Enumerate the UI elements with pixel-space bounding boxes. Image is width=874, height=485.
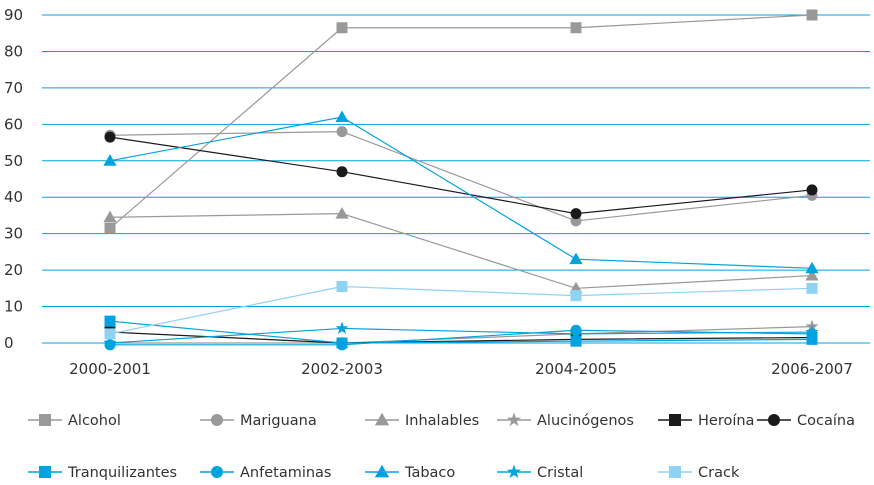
legend-item-crack: Crack bbox=[658, 465, 740, 481]
legend-label: Mariguana bbox=[240, 413, 317, 429]
x-tick-label: 2004-2005 bbox=[535, 360, 617, 378]
legend-item-heroina: Heroína bbox=[658, 413, 754, 429]
series-line bbox=[110, 329, 813, 346]
series-anfetaminas bbox=[104, 324, 818, 351]
y-tick-label: 10 bbox=[4, 298, 23, 316]
y-tick-label: 50 bbox=[4, 152, 23, 170]
legend-marker bbox=[39, 466, 51, 478]
series-line bbox=[109, 213, 813, 289]
data-point bbox=[103, 336, 117, 349]
data-point bbox=[805, 325, 819, 338]
data-point bbox=[103, 210, 117, 223]
series-inhalables bbox=[103, 207, 819, 294]
legend-label: Anfetaminas bbox=[240, 465, 332, 481]
data-point bbox=[104, 328, 116, 340]
legend-label: Tranquilizantes bbox=[67, 465, 177, 481]
y-axis-ticks: 0 10 20 30 40 50 60 70 80 90 bbox=[4, 6, 23, 352]
data-point bbox=[805, 268, 819, 281]
series-cristal bbox=[103, 321, 819, 349]
series-crack bbox=[104, 281, 818, 340]
legend-marker bbox=[506, 412, 522, 427]
legend-marker bbox=[211, 466, 223, 478]
legend-marker bbox=[669, 414, 681, 426]
data-point bbox=[104, 315, 116, 327]
legend-item-alucinogenos: Alucinógenos bbox=[497, 412, 634, 429]
data-point bbox=[335, 321, 349, 334]
y-tick-label: 60 bbox=[4, 115, 23, 133]
legend: Alcohol Mariguana Inhalables Alucinógenos He… bbox=[28, 412, 855, 481]
legend-marker bbox=[768, 414, 780, 426]
legend-label: Alcohol bbox=[68, 413, 121, 429]
data-point bbox=[335, 207, 349, 219]
x-tick-label: 2000-2001 bbox=[69, 360, 151, 378]
data-point bbox=[103, 154, 117, 166]
y-tick-label: 40 bbox=[4, 188, 23, 206]
x-axis-ticks: 2000-2001 2002-2003 2004-2005 2006-2007 bbox=[69, 360, 853, 378]
legend-item-mariguana: Mariguana bbox=[200, 413, 317, 429]
legend-marker bbox=[39, 414, 51, 426]
data-point bbox=[104, 131, 116, 143]
y-tick-label: 90 bbox=[4, 6, 23, 24]
legend-label: Heroína bbox=[698, 413, 754, 429]
legend-marker bbox=[669, 466, 681, 478]
legend-marker bbox=[211, 414, 223, 426]
data-point bbox=[570, 208, 582, 220]
legend-marker bbox=[374, 464, 390, 478]
legend-label: Alucinógenos bbox=[537, 413, 634, 429]
data-point bbox=[569, 327, 583, 340]
data-point bbox=[336, 22, 348, 34]
data-point bbox=[806, 9, 818, 21]
data-point bbox=[336, 339, 348, 351]
data-point bbox=[570, 290, 582, 302]
legend-item-tranquilizantes: Tranquilizantes bbox=[28, 465, 177, 481]
legend-label: Cocaína bbox=[797, 413, 855, 429]
data-point bbox=[570, 22, 582, 34]
series-line bbox=[109, 327, 813, 344]
legend-marker bbox=[506, 464, 522, 479]
legend-item-alcohol: Alcohol bbox=[28, 413, 121, 429]
x-tick-label: 2006-2007 bbox=[771, 360, 853, 378]
series-tabaco bbox=[103, 110, 819, 274]
data-point bbox=[570, 335, 582, 347]
series-line bbox=[109, 285, 813, 335]
legend-item-cristal: Cristal bbox=[497, 464, 583, 481]
legend-label: Crack bbox=[698, 465, 740, 481]
legend-label: Cristal bbox=[537, 465, 583, 481]
legend-item-anfetaminas: Anfetaminas bbox=[200, 465, 332, 481]
legend-item-inhalables: Inhalables bbox=[365, 412, 479, 429]
series-line bbox=[110, 326, 813, 344]
data-point bbox=[336, 166, 348, 178]
data-point bbox=[336, 126, 348, 138]
series-line bbox=[109, 331, 813, 344]
data-point bbox=[335, 110, 349, 122]
data-point bbox=[806, 282, 818, 294]
series-alcohol bbox=[104, 9, 818, 234]
series-line bbox=[109, 131, 813, 222]
legend-item-cocaina: Cocaína bbox=[757, 413, 855, 429]
legend-label: Tabaco bbox=[404, 465, 455, 481]
y-tick-label: 0 bbox=[4, 334, 14, 352]
data-point bbox=[336, 281, 348, 293]
series-line bbox=[109, 14, 813, 229]
series-cocaina bbox=[104, 131, 818, 220]
series-line bbox=[109, 136, 813, 215]
series-line bbox=[109, 320, 813, 344]
y-tick-label: 80 bbox=[4, 42, 23, 60]
legend-item-tabaco: Tabaco bbox=[365, 464, 455, 481]
y-tick-label: 30 bbox=[4, 225, 23, 243]
y-tick-label: 20 bbox=[4, 261, 23, 279]
legend-marker bbox=[374, 412, 390, 426]
series-line bbox=[109, 116, 813, 269]
data-point bbox=[806, 184, 818, 196]
legend-label: Inhalables bbox=[405, 413, 479, 429]
grid bbox=[42, 14, 870, 344]
x-tick-label: 2002-2003 bbox=[301, 360, 383, 378]
data-point bbox=[569, 252, 583, 265]
data-point bbox=[104, 222, 116, 234]
data-point bbox=[805, 261, 819, 274]
y-tick-label: 70 bbox=[4, 79, 23, 97]
series-group bbox=[103, 9, 819, 351]
